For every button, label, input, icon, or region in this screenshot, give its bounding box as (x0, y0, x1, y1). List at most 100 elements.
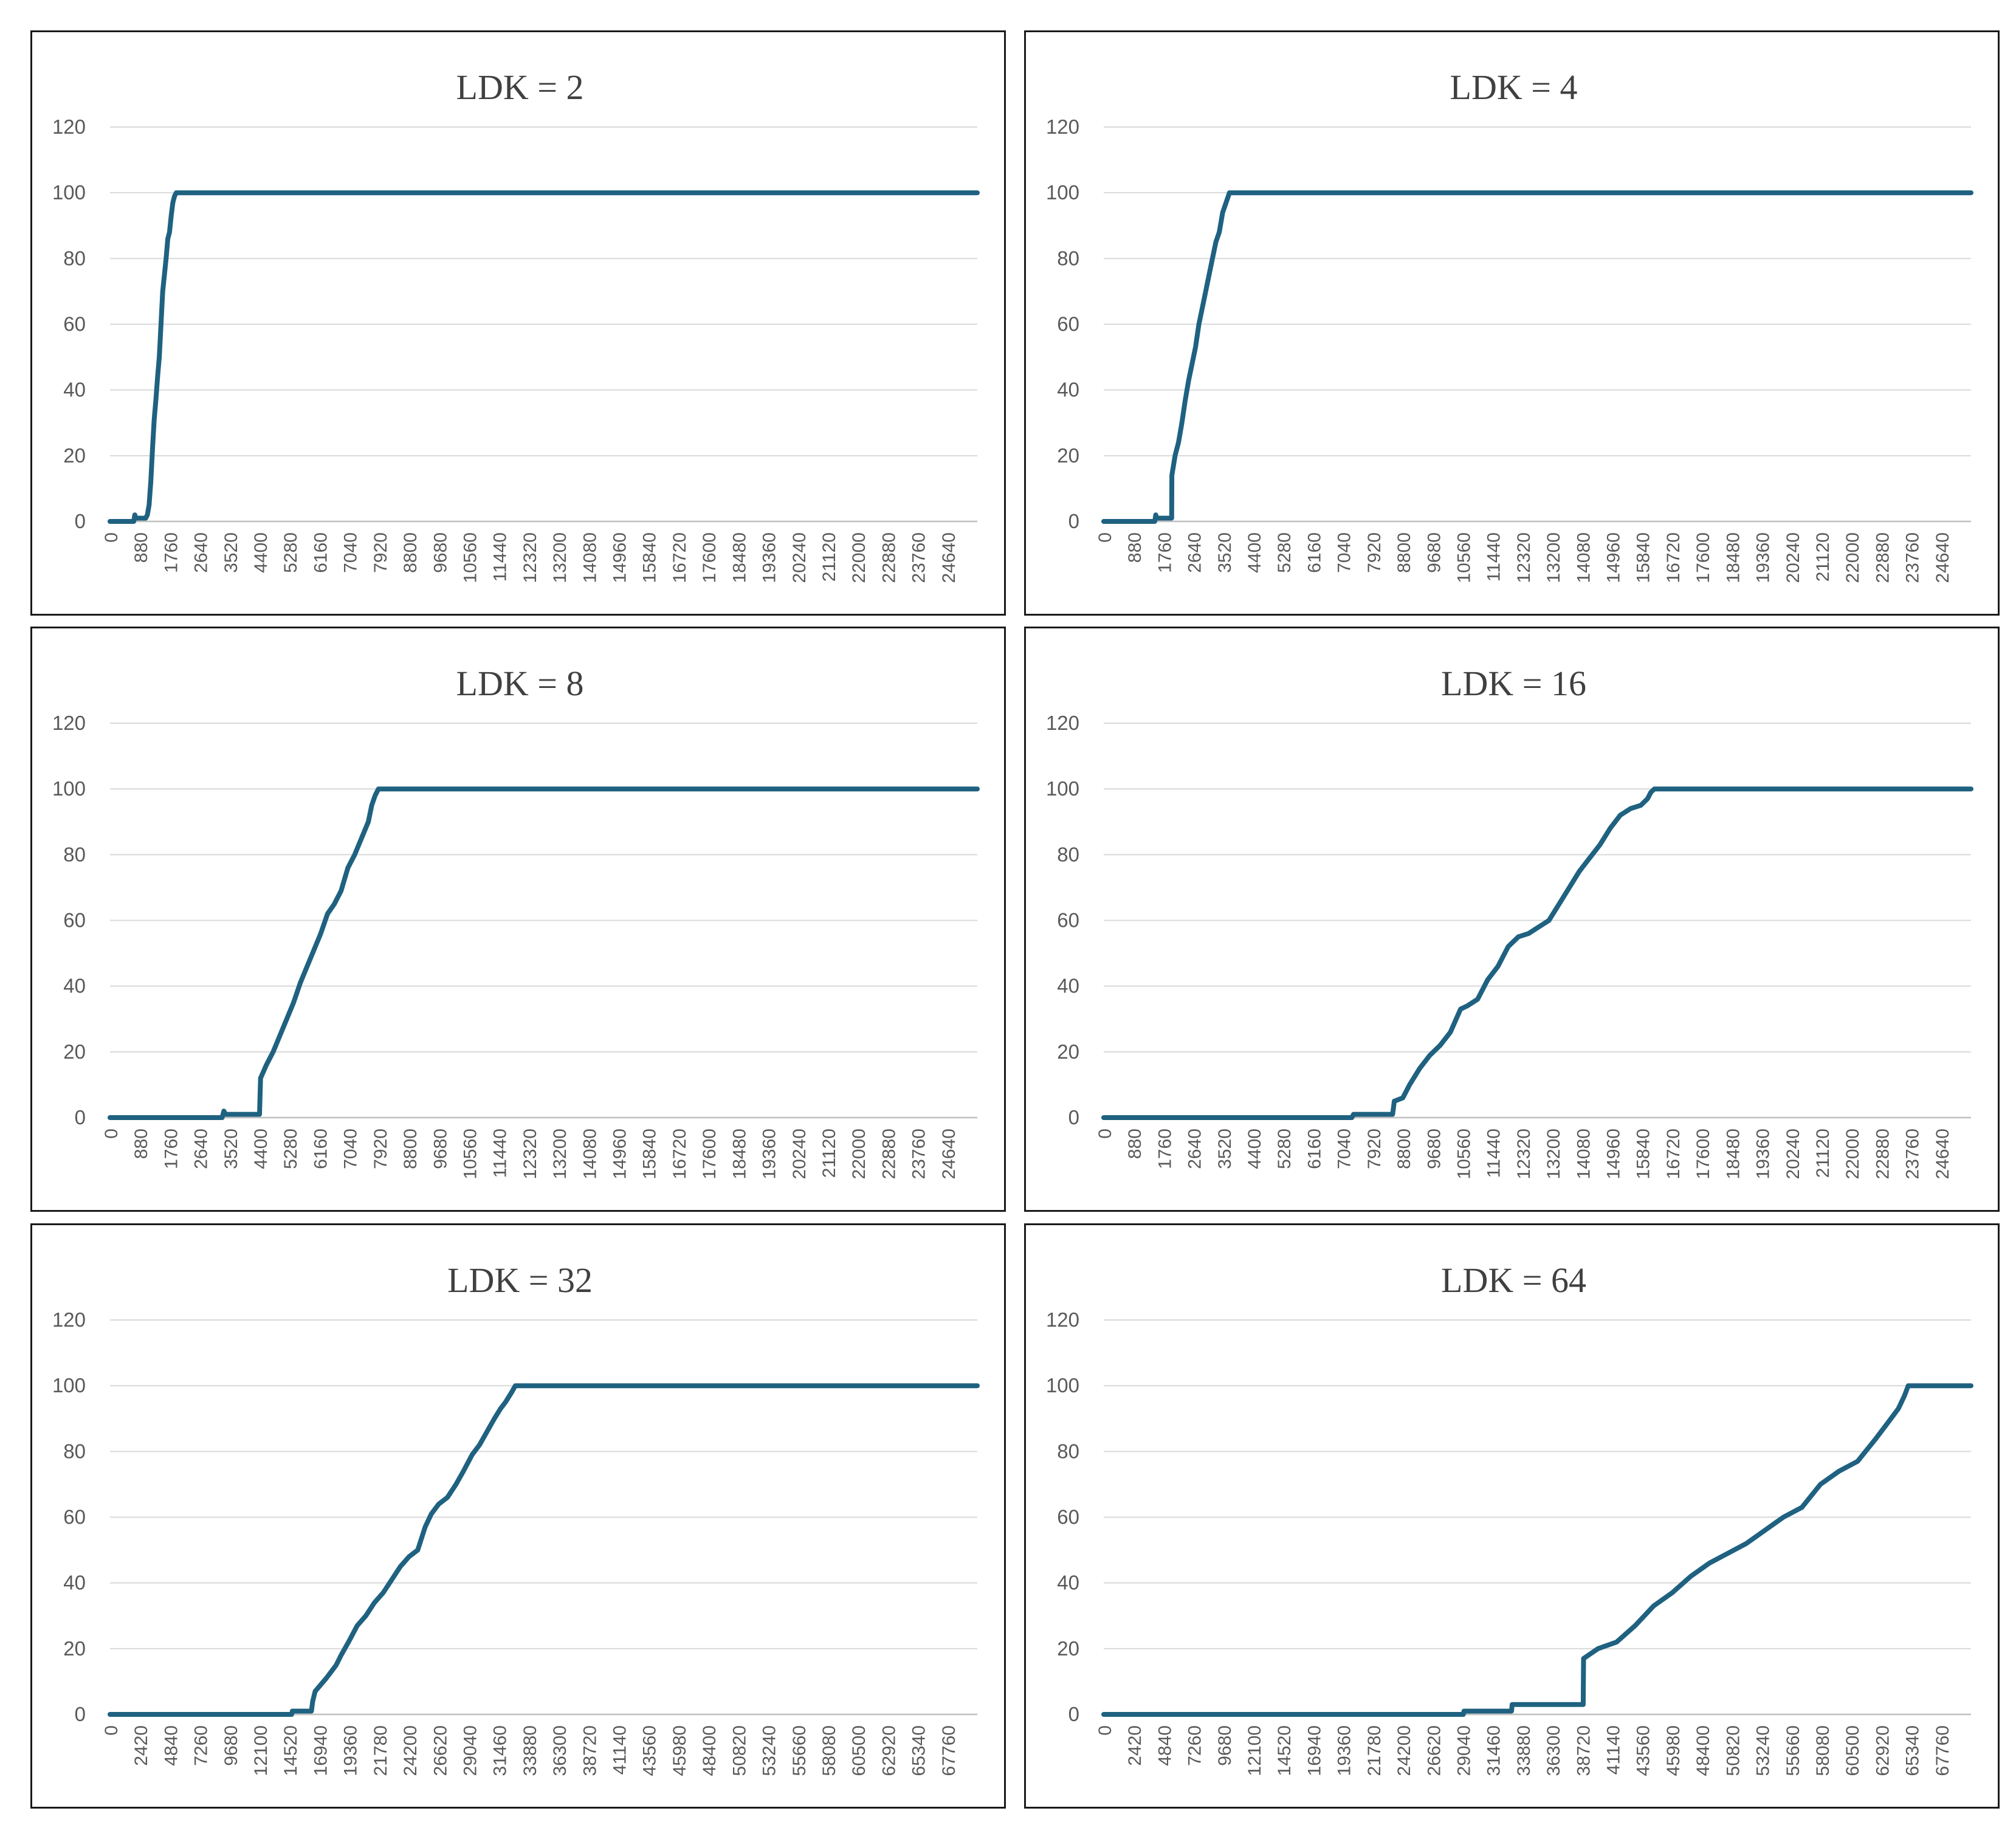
y-tick-label: 0 (1068, 510, 1079, 532)
x-tick-label: 53240 (760, 1725, 780, 1776)
x-tick-label: 6160 (1304, 532, 1324, 573)
x-tick-label: 26620 (1424, 1725, 1444, 1776)
y-tick-label: 40 (63, 975, 86, 997)
x-tick-label: 67760 (939, 1725, 959, 1776)
x-tick-label: 67760 (1933, 1725, 1953, 1776)
x-tick-label: 880 (1125, 532, 1145, 563)
x-tick-label: 7040 (341, 1129, 361, 1169)
x-tick-label: 16720 (1663, 1129, 1684, 1179)
x-tick-label: 880 (131, 1129, 151, 1159)
x-tick-label: 45980 (1663, 1725, 1684, 1776)
x-tick-label: 22880 (1873, 532, 1893, 583)
x-tick-label: 8800 (401, 1129, 421, 1169)
x-tick-label: 13200 (550, 532, 570, 583)
x-tick-label: 24640 (939, 1129, 959, 1179)
chart-panel: LDK = 4 0 20 40 60 80 100 120 0 880 1760 2640 3520 44… (1024, 30, 2000, 616)
y-tick-label: 80 (63, 1440, 86, 1462)
x-tick-label: 19360 (1753, 532, 1773, 583)
x-tick-label: 13200 (1544, 532, 1564, 583)
x-tick-label: 12320 (1514, 532, 1534, 583)
x-tick-label: 50820 (729, 1725, 749, 1776)
x-tick-label: 55660 (1783, 1725, 1803, 1776)
y-tick-label: 0 (75, 510, 86, 532)
x-tick-label: 60500 (1843, 1725, 1863, 1776)
series-line (108, 786, 980, 1120)
y-tick-label: 120 (52, 1308, 86, 1331)
x-tick-label: 6160 (311, 1129, 331, 1169)
chart-title: LDK = 8 (456, 664, 584, 703)
x-tick-label: 24640 (1933, 532, 1953, 583)
y-tick-label: 120 (52, 115, 86, 138)
x-tick-label: 16720 (670, 532, 690, 583)
x-tick-label: 14080 (580, 1129, 600, 1179)
chart-svg: LDK = 8 0 20 40 60 80 100 120 0 880 1760 2640 3520 44… (52, 664, 980, 1179)
x-tick-label: 10560 (460, 532, 480, 583)
series-line (1101, 190, 1973, 524)
chart-title: LDK = 32 (447, 1260, 593, 1300)
x-tick-label: 8800 (401, 532, 421, 573)
series-line (108, 190, 980, 524)
y-tick-label: 40 (1057, 379, 1079, 401)
x-tick-label: 22000 (1843, 532, 1863, 583)
x-tick-label: 4400 (1245, 532, 1265, 573)
x-tick-label: 15840 (1634, 1129, 1654, 1179)
x-tick-label: 22880 (879, 532, 899, 583)
x-tick-label: 17600 (1693, 1129, 1713, 1179)
x-tick-label: 7920 (1364, 1129, 1385, 1169)
y-tick-label: 120 (52, 712, 86, 734)
x-tick-label: 0 (101, 1129, 122, 1139)
x-tick-label: 58080 (819, 1725, 839, 1776)
x-tick-label: 1760 (1155, 532, 1175, 573)
x-tick-label: 15840 (1634, 532, 1654, 583)
x-tick-label: 10560 (460, 1129, 480, 1179)
x-tick-label: 17600 (1693, 532, 1713, 583)
y-tick-label: 0 (75, 1106, 86, 1129)
x-tick-label: 36300 (550, 1725, 570, 1776)
x-tick-label: 21120 (819, 532, 839, 582)
y-tick-label: 100 (52, 181, 86, 204)
y-tick-label: 80 (63, 843, 86, 865)
x-tick-label: 5280 (281, 532, 301, 573)
x-tick-label: 3520 (1215, 1129, 1235, 1169)
x-tick-label: 19360 (1753, 1129, 1773, 1179)
x-tick-label: 13200 (550, 1129, 570, 1179)
x-tick-label: 16940 (311, 1725, 331, 1776)
x-tick-label: 21780 (371, 1725, 391, 1776)
x-tick-label: 0 (1095, 532, 1115, 543)
x-tick-label: 45980 (670, 1725, 690, 1776)
x-tick-label: 4840 (1155, 1725, 1175, 1766)
x-tick-label: 19360 (760, 1129, 780, 1179)
x-tick-label: 22000 (849, 532, 869, 583)
x-tick-label: 14960 (1604, 532, 1624, 583)
y-tick-label: 80 (1057, 247, 1079, 269)
x-tick-label: 0 (101, 532, 122, 543)
x-tick-label: 880 (1125, 1129, 1145, 1159)
x-tick-label: 13200 (1544, 1129, 1564, 1179)
x-tick-label: 14960 (610, 532, 630, 583)
x-tick-label: 14520 (1275, 1725, 1295, 1776)
x-tick-label: 5280 (1275, 532, 1295, 573)
x-tick-label: 9680 (430, 1129, 450, 1169)
x-tick-label: 14080 (1574, 532, 1594, 583)
x-tick-label: 21120 (819, 1129, 839, 1178)
x-tick-label: 11440 (1484, 532, 1504, 582)
x-tick-label: 14960 (610, 1129, 630, 1179)
x-tick-label: 2420 (131, 1725, 151, 1766)
chart-svg: LDK = 16 0 20 40 60 80 100 120 0 880 1760 2640 3520 4… (1046, 664, 1973, 1179)
x-tick-label: 17600 (700, 1129, 720, 1179)
x-tick-label: 7040 (1335, 1129, 1355, 1169)
x-tick-label: 18480 (1723, 1129, 1743, 1179)
x-tick-label: 12320 (1514, 1129, 1534, 1179)
y-tick-label: 100 (1046, 777, 1079, 800)
y-tick-label: 20 (1057, 1040, 1079, 1063)
x-tick-label: 19360 (760, 532, 780, 583)
x-tick-label: 20240 (1783, 532, 1803, 583)
x-tick-label: 3520 (221, 1129, 241, 1169)
y-tick-label: 80 (1057, 1440, 1079, 1462)
x-tick-label: 9680 (221, 1725, 241, 1766)
x-tick-label: 1760 (161, 1129, 181, 1169)
x-tick-label: 4400 (251, 532, 271, 573)
x-tick-label: 14520 (281, 1725, 301, 1776)
y-tick-label: 60 (1057, 1506, 1079, 1528)
y-tick-label: 40 (63, 1572, 86, 1594)
